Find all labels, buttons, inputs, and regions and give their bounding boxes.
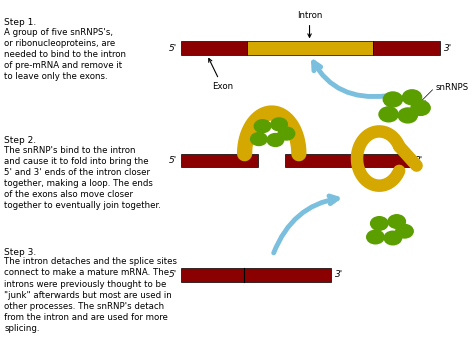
- Text: 3': 3': [444, 44, 453, 53]
- Ellipse shape: [367, 230, 384, 244]
- Text: 5': 5': [169, 156, 177, 165]
- Ellipse shape: [251, 133, 267, 146]
- Ellipse shape: [278, 127, 295, 140]
- Ellipse shape: [398, 108, 418, 123]
- Ellipse shape: [396, 224, 413, 238]
- Bar: [181, 41, 246, 55]
- Ellipse shape: [384, 231, 401, 245]
- Text: The snRNP's bind to the intron
and cause it to fold into bring the
5' and 3' end: The snRNP's bind to the intron and cause…: [4, 146, 161, 211]
- Bar: [285, 154, 411, 167]
- Bar: [373, 41, 440, 55]
- Ellipse shape: [371, 217, 388, 230]
- Text: 5': 5': [169, 270, 177, 279]
- Text: Step 2.: Step 2.: [4, 136, 36, 145]
- Bar: [181, 154, 258, 167]
- Text: 3': 3': [415, 156, 423, 165]
- Bar: [246, 41, 373, 55]
- Text: A group of five snRNPS's,
or ribonucleoproteins, are
needed to bind to the intro: A group of five snRNPS's, or ribonucleop…: [4, 28, 126, 81]
- Ellipse shape: [411, 100, 430, 115]
- Ellipse shape: [383, 92, 402, 107]
- Text: Exon: Exon: [209, 59, 233, 91]
- Ellipse shape: [379, 107, 398, 122]
- Bar: [181, 268, 331, 282]
- Text: The intron detaches and the splice sites
connect to make a mature mRNA. The
intr: The intron detaches and the splice sites…: [4, 257, 177, 333]
- Ellipse shape: [267, 133, 284, 146]
- Text: Intron: Intron: [297, 11, 322, 37]
- Text: 5': 5': [169, 44, 177, 53]
- Ellipse shape: [388, 215, 405, 228]
- Text: Step 1.: Step 1.: [4, 18, 36, 27]
- Ellipse shape: [254, 120, 271, 133]
- Ellipse shape: [402, 90, 422, 105]
- Ellipse shape: [271, 118, 287, 131]
- Text: Step 3.: Step 3.: [4, 248, 36, 257]
- Text: snRNPS: snRNPS: [436, 83, 469, 92]
- Text: 3': 3': [335, 270, 343, 279]
